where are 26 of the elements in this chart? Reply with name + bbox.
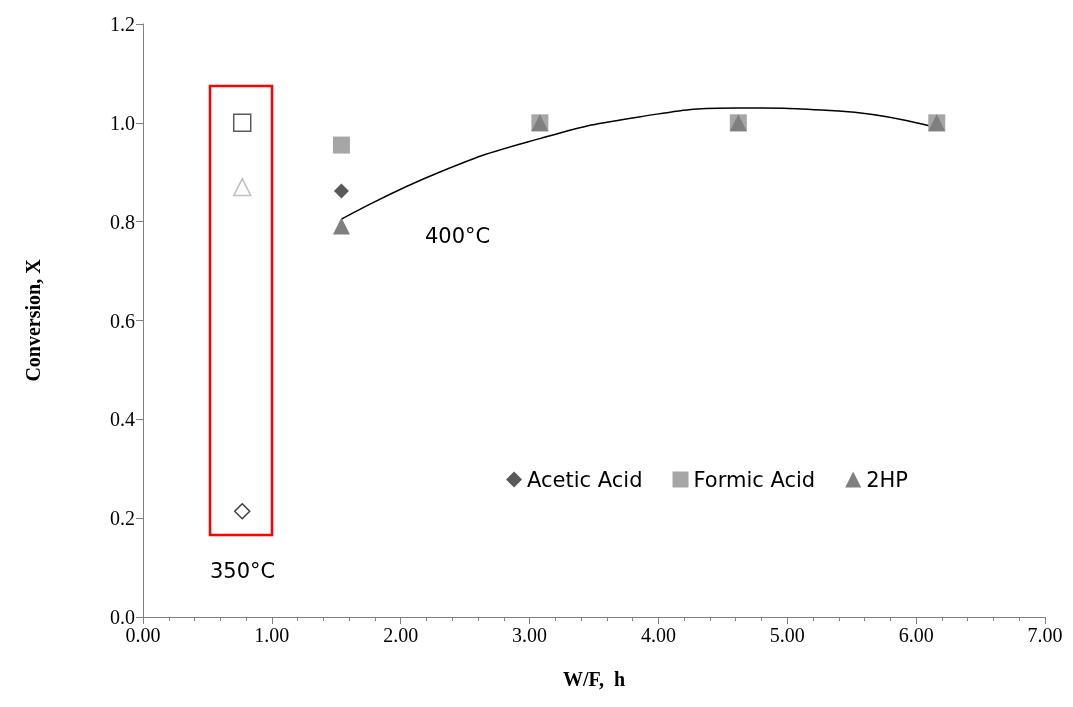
x-axis-title: W/F, h	[562, 668, 626, 690]
legend-label: 2HP	[866, 467, 909, 492]
y-tick-label: 1.0	[110, 111, 135, 134]
point	[232, 113, 252, 133]
point	[332, 136, 350, 154]
y-tick-label: 1.2	[110, 13, 135, 35]
annotation: 350°C	[210, 558, 276, 583]
annotation: 400°C	[425, 223, 491, 248]
y-tick-label: 0.2	[110, 507, 135, 530]
y-tick-label: 0.6	[110, 309, 135, 332]
y-tick-label: 0.4	[110, 408, 135, 431]
x-tick-label: 5.00	[769, 624, 805, 646]
point	[332, 217, 350, 235]
y-tick-label: 0.8	[110, 210, 135, 233]
x-tick-label: 7.00	[1027, 624, 1063, 646]
x-tick-label: 2.00	[383, 624, 419, 646]
legend-label: Acetic Acid	[527, 467, 643, 492]
legend-label: Formic Acid	[693, 467, 816, 492]
x-tick-label: 4.00	[640, 624, 676, 646]
y-axis-title: Conversion, X	[22, 258, 44, 382]
point	[232, 177, 252, 197]
x-tick-label: 1.00	[254, 624, 290, 646]
point	[333, 183, 349, 199]
x-tick-label: 6.00	[898, 624, 934, 646]
x-tick-label: 3.00	[512, 624, 548, 646]
point	[233, 503, 251, 520]
